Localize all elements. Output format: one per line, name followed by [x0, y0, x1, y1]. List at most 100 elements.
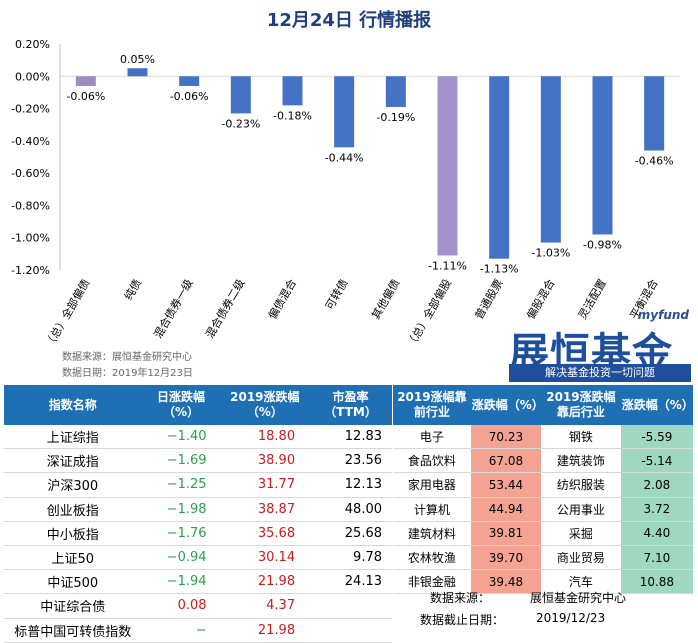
index-table: 指数名称 日涨跌幅（%） 2019涨跌幅（%） 市盈率（TTM） 上证综指 −1.…: [4, 385, 392, 643]
ytd-change: 30.14: [220, 545, 310, 571]
bar: [437, 76, 458, 256]
bottom-industry-change: 7.10: [620, 545, 693, 571]
pe-value: [309, 593, 392, 619]
bar: [540, 76, 561, 243]
table-row: 食品饮料 67.08 建筑装饰 -5.14: [393, 448, 693, 474]
y-tick-label: -0.40%: [11, 135, 50, 148]
table-row: 标普中国可转债指数 −21.98: [4, 618, 392, 643]
table-date-label: 数据截止日期：: [420, 613, 505, 627]
col-header: 指数名称: [4, 385, 142, 425]
y-axis: 0.20% 0.00% -0.20% -0.40% -0.60% -0.80% -1.00%…: [11, 38, 680, 277]
table-row: 中证500 −1.94 21.98 24.13: [4, 569, 392, 595]
table-row: 创业板指 −1.98 38.87 48.00: [4, 497, 392, 522]
brand-logo: myfund 展恒基金 解决基金投资一切问题: [505, 308, 695, 382]
data-label: -1.03%: [531, 247, 570, 260]
data-label: -1.13%: [480, 263, 519, 276]
index-name: 中小板指: [4, 521, 142, 546]
data-label: -0.46%: [635, 155, 674, 168]
ytd-change: 18.80: [220, 425, 310, 450]
data-label: -0.19%: [376, 111, 415, 124]
top-industry: 食品饮料: [393, 448, 471, 474]
data-label: 0.05%: [120, 53, 155, 66]
bar: [489, 76, 510, 259]
y-tick-label: -0.20%: [11, 103, 50, 116]
x-tick-label: 普通股票: [472, 276, 506, 321]
table-row: 非银金融 39.48 汽车 10.88: [393, 569, 693, 595]
ytd-change: 21.98: [220, 618, 310, 643]
top-industry-change: 39.48: [470, 569, 542, 595]
index-name: 中证综合债: [4, 593, 142, 619]
pe-value: 25.68: [309, 521, 392, 546]
bottom-industry-change: 3.72: [620, 497, 693, 522]
x-tick-label: （总）全部偏债: [42, 277, 93, 351]
x-tick-label: 混合债券二级: [202, 277, 247, 341]
pe-value: 48.00: [309, 497, 392, 522]
bar: [644, 76, 665, 151]
index-name: 深证成指: [4, 448, 142, 474]
table-row: 中证综合债 0.08 4.37: [4, 593, 392, 619]
bar: [592, 76, 613, 235]
top-industry-change: 70.23: [470, 425, 542, 450]
table-source-label: 数据来源：: [430, 591, 491, 605]
day-change: −1.98: [141, 497, 221, 522]
top-industry-change: 67.08: [470, 448, 542, 474]
index-name: 上证50: [4, 545, 142, 571]
brand-small-text: myfund: [637, 308, 689, 322]
index-name: 上证综指: [4, 425, 142, 450]
y-tick-label: -1.00%: [11, 232, 50, 245]
top-industry: 计算机: [393, 497, 471, 522]
day-change: −0.94: [141, 545, 221, 571]
top-industry: 建筑材料: [393, 521, 471, 546]
table-row: 上证综指 −1.40 18.80 12.83: [4, 425, 392, 450]
pe-value: 12.13: [309, 472, 392, 498]
ytd-change: 31.77: [220, 472, 310, 498]
bottom-industry-change: -5.14: [620, 448, 693, 474]
y-tick-label: 0.20%: [15, 38, 50, 51]
data-label: -1.11%: [428, 259, 467, 272]
day-change: −: [141, 618, 221, 643]
bottom-industry: 汽车: [541, 569, 621, 595]
top-industry-change: 39.70: [470, 545, 542, 571]
table-row: 上证50 −0.94 30.14 9.78: [4, 545, 392, 571]
col-header: 涨跌幅（%）: [470, 385, 544, 425]
top-industry-change: 44.94: [470, 497, 542, 522]
chart-title: 12月24日 行情播报: [267, 9, 431, 31]
index-name: 中证500: [4, 569, 142, 595]
ytd-change: 21.98: [220, 569, 310, 595]
data-tables: 指数名称 日涨跌幅（%） 2019涨跌幅（%） 市盈率（TTM） 上证综指 −1.…: [0, 385, 698, 643]
bottom-industry: 采掘: [541, 521, 621, 546]
bar: [230, 76, 251, 114]
col-header: 涨跌幅（%）: [620, 385, 694, 425]
source-line: 数据来源：展恒基金研究中心: [62, 352, 192, 363]
bottom-industry: 商业贸易: [541, 545, 621, 571]
day-change: −1.25: [141, 472, 221, 498]
top-industry: 农林牧渔: [393, 545, 471, 571]
top-industry: 家用电器: [393, 472, 471, 498]
col-header: 2019涨跌幅靠后行业: [541, 385, 621, 425]
bar: [127, 68, 148, 77]
top-industry: 电子: [393, 425, 471, 450]
col-header: 日涨跌幅（%）: [141, 385, 221, 425]
bottom-industry-change: 2.08: [620, 472, 693, 498]
ytd-change: 38.87: [220, 497, 310, 522]
table-source: 展恒基金研究中心: [530, 591, 627, 605]
bar: [179, 76, 200, 86]
data-label: -0.44%: [325, 151, 364, 164]
bottom-industry: 公用事业: [541, 497, 621, 522]
y-tick-label: -0.60%: [11, 167, 50, 180]
table-row: 计算机 44.94 公用事业 3.72: [393, 497, 693, 522]
bar-chart: 12月24日 行情播报 0.20% 0.00% -0.20% -0.40% -0.60%…: [11, 9, 680, 351]
pe-value: 24.13: [309, 569, 392, 595]
table-row: 家用电器 53.44 纺织服装 2.08: [393, 472, 693, 498]
x-tick-label: 偏债混合: [265, 277, 299, 322]
pe-value: [309, 618, 392, 643]
y-tick-label: 0.00%: [15, 70, 50, 83]
index-name: 沪深300: [4, 472, 142, 498]
data-label: -0.18%: [273, 109, 312, 122]
bar: [282, 76, 303, 106]
date-line: 数据日期：2019年12月23日: [62, 368, 193, 379]
bottom-industry: 钢铁: [541, 425, 621, 450]
day-change: −1.94: [141, 569, 221, 595]
brand-slogan: 解决基金投资一切问题: [509, 364, 691, 382]
col-header: 市盈率（TTM）: [309, 385, 392, 425]
